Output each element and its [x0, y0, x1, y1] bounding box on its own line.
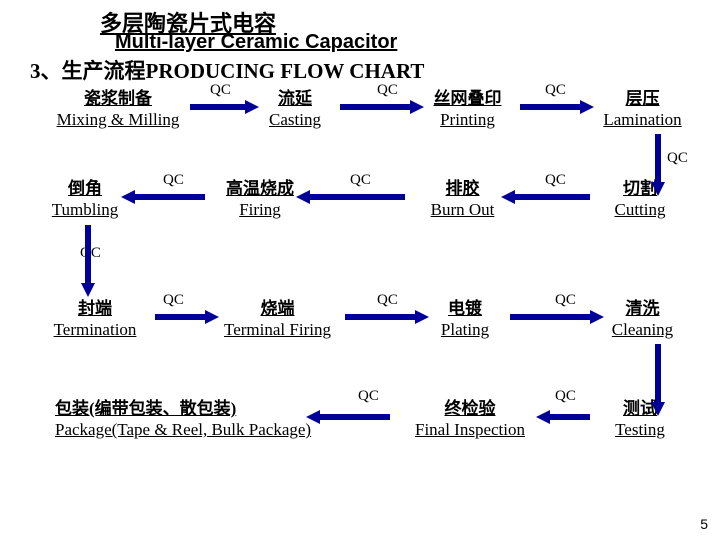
qc-label: QC [555, 292, 576, 309]
qc-label: QC [163, 172, 184, 189]
qc-label: QC [555, 388, 576, 405]
node-termfiring: 烧端Terminal Firing [215, 298, 340, 341]
node-burnout: 排胶Burn Out [415, 178, 510, 221]
node-cutting: 切割Cutting [600, 178, 680, 221]
node-termination: 封端Termination [40, 298, 150, 341]
qc-label: QC [358, 388, 379, 405]
qc-label: QC [545, 82, 566, 99]
qc-label: QC [350, 172, 371, 189]
node-cleaning: 清洗Cleaning [600, 298, 685, 341]
node-inspection: 终检验Final Inspection [395, 398, 545, 441]
page-number: 5 [700, 516, 708, 532]
node-tumbling: 倒角Tumbling [40, 178, 130, 221]
node-printing: 丝网叠印Printing [420, 88, 515, 131]
node-testing: 测试Testing [600, 398, 680, 441]
node-plating: 电镀Plating [425, 298, 505, 341]
title-en: Multi-layer Ceramic Capacitor [115, 31, 397, 54]
node-mixing: 瓷浆制备Mixing & Milling [48, 88, 188, 131]
node-firing: 高温烧成Firing [215, 178, 305, 221]
qc-label: QC [210, 82, 231, 99]
node-lamination: 层压Lamination [590, 88, 695, 131]
qc-label: QC [667, 150, 688, 167]
qc-label: QC [163, 292, 184, 309]
qc-label: QC [377, 292, 398, 309]
qc-label: QC [377, 82, 398, 99]
section-heading: 3、生产流程PRODUCING FLOW CHART [30, 55, 424, 85]
node-casting: 流延Casting [255, 88, 335, 131]
node-packaging: 包装(编带包装、散包装)Package(Tape & Reel, Bulk Pa… [55, 398, 315, 441]
qc-label: QC [545, 172, 566, 189]
